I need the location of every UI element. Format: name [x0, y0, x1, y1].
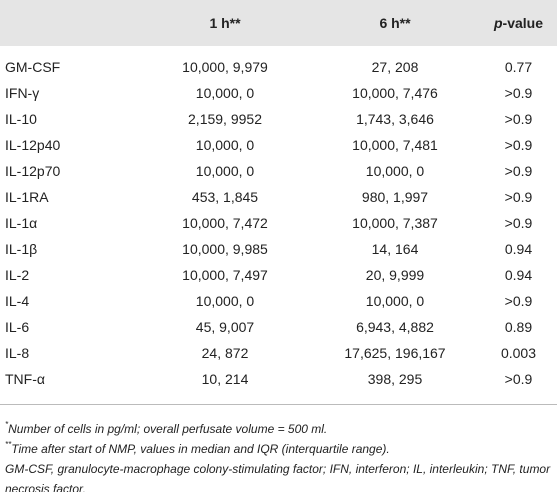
table-cell: GM-CSF	[5, 59, 61, 75]
footnote-text: Number of cells in pg/ml; overall perfus…	[8, 422, 328, 436]
table-cell: 10,000, 0	[365, 163, 425, 179]
table-cell: 10,000, 0	[365, 293, 425, 309]
table-cell: 10,000, 7,481	[352, 137, 438, 153]
table-cell: 0.94	[504, 267, 533, 283]
footnote-text: Time after start of NMP, values in media…	[11, 442, 390, 456]
table-cell: >0.9	[504, 137, 533, 153]
table-cell: 45, 9,007	[195, 319, 255, 335]
table-cell: IFN-γ	[5, 85, 40, 101]
table-cell: 6,943, 4,882	[356, 319, 434, 335]
abbreviations: GM-CSF, granulocyte-macrophage colony-st…	[5, 462, 551, 492]
table-cell: 453, 1,845	[191, 189, 259, 205]
table-row: IL-8 24, 872 17,625, 196,167 0.003	[0, 340, 557, 366]
table-cell: 10,000, 9,985	[182, 241, 268, 257]
table-cell: 10,000, 7,497	[182, 267, 268, 283]
table-cell: >0.9	[504, 111, 533, 127]
table-header: 1 h** 6 h** p-value	[0, 0, 557, 46]
table-cell: 10,000, 7,387	[352, 215, 438, 231]
table-cell: 0.89	[504, 319, 533, 335]
table-cell: IL-10	[5, 111, 37, 127]
footnote-marker: *	[5, 420, 9, 429]
table-cell: >0.9	[504, 163, 533, 179]
table-cell: 2,159, 9952	[188, 111, 262, 127]
header-text: -value	[502, 15, 544, 31]
table-cell: 398, 295	[367, 371, 423, 387]
header-italic: p	[493, 15, 503, 31]
table-cell: 14, 164	[371, 241, 419, 257]
table-cell: 10,000, 0	[195, 85, 255, 101]
table-cell: 0.77	[504, 59, 533, 75]
table-cell: 10,000, 7,472	[182, 215, 268, 231]
table-cell: >0.9	[504, 371, 533, 387]
table-cell: 10,000, 0	[195, 163, 255, 179]
table-row: IL-6 45, 9,007 6,943, 4,882 0.89	[0, 314, 557, 340]
table-cell: IL-1RA	[5, 189, 49, 205]
table-cell: 10,000, 7,476	[352, 85, 438, 101]
table-cell: IL-1α	[5, 215, 38, 231]
table-cell: >0.9	[504, 215, 533, 231]
header-cell: p-value	[480, 15, 557, 31]
table-cell: >0.9	[504, 85, 533, 101]
table-cell: IL-6	[5, 319, 30, 335]
table-cell: 10, 214	[201, 371, 249, 387]
table-cell: 980, 1,997	[361, 189, 429, 205]
table-cell: IL-2	[5, 267, 30, 283]
table-body: GM-CSF 10,000, 9,979 27, 208 0.77 IFN-γ 10,00…	[0, 46, 557, 405]
table-row: IL-12p70 10,000, 0 10,000, 0 >0.9	[0, 158, 557, 184]
table-cell: 10,000, 0	[195, 137, 255, 153]
table-row: IL-1α 10,000, 7,472 10,000, 7,387 >0.9	[0, 210, 557, 236]
table-cell: 0.94	[504, 241, 533, 257]
table-row: IL-1RA 453, 1,845 980, 1,997 >0.9	[0, 184, 557, 210]
table-cell: 10,000, 9,979	[182, 59, 268, 75]
table-cell: 24, 872	[201, 345, 249, 361]
header-cell: 1 h**	[209, 15, 241, 31]
footnote-marker: **	[5, 440, 12, 449]
table-cell: 0.003	[500, 345, 537, 361]
table-row: IL-1β 10,000, 9,985 14, 164 0.94	[0, 236, 557, 262]
table-cell: >0.9	[504, 189, 533, 205]
footnotes: *Number of cells in pg/ml; overall perfu…	[0, 405, 557, 492]
table-cell: IL-12p40	[5, 137, 61, 153]
header-cell: 6 h**	[379, 15, 411, 31]
table-cell: IL-1β	[5, 241, 38, 257]
table-row: IL-2 10,000, 7,497 20, 9,999 0.94	[0, 262, 557, 288]
table-row: IFN-γ 10,000, 0 10,000, 7,476 >0.9	[0, 80, 557, 106]
table-cell: TNF-α	[5, 371, 45, 387]
table-cell: 20, 9,999	[365, 267, 425, 283]
table-cell: 17,625, 196,167	[344, 345, 446, 361]
table-row: TNF-α 10, 214 398, 295 >0.9	[0, 366, 557, 392]
table-row: GM-CSF 10,000, 9,979 27, 208 0.77	[0, 54, 557, 80]
table-row: IL-12p40 10,000, 0 10,000, 7,481 >0.9	[0, 132, 557, 158]
table-cell: 1,743, 3,646	[356, 111, 434, 127]
table-cell: >0.9	[504, 293, 533, 309]
table-cell: IL-12p70	[5, 163, 61, 179]
footnote: *Number of cells in pg/ml; overall perfu…	[5, 419, 552, 439]
table-cell: IL-8	[5, 345, 30, 361]
footnote: **Time after start of NMP, values in med…	[5, 439, 552, 459]
table-row: IL-4 10,000, 0 10,000, 0 >0.9	[0, 288, 557, 314]
table-cell: IL-4	[5, 293, 30, 309]
table-cell: 10,000, 0	[195, 293, 255, 309]
table-cell: 27, 208	[371, 59, 419, 75]
table-row: IL-10 2,159, 9952 1,743, 3,646 >0.9	[0, 106, 557, 132]
